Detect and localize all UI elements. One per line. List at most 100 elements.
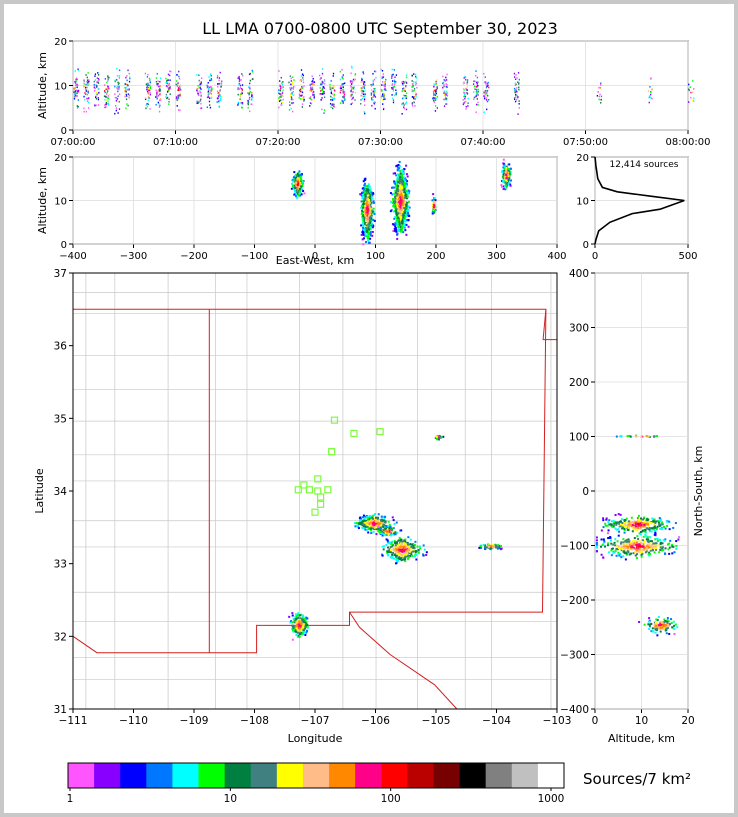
east-west-point — [396, 196, 399, 199]
altitude-north-south-point — [658, 519, 661, 522]
time-height-point — [117, 87, 120, 89]
east-west-point — [369, 188, 372, 191]
east-west-point — [293, 189, 296, 192]
east-west-point — [402, 204, 405, 207]
time-height-point — [117, 83, 120, 85]
east-west-point — [501, 169, 504, 172]
east-west-point — [397, 210, 400, 213]
time-height-point — [321, 80, 323, 83]
time-height-point — [165, 79, 168, 81]
east-west-point — [296, 178, 299, 181]
east-west-point — [402, 202, 405, 205]
altitude-north-south-point — [654, 545, 657, 548]
east-west-point — [402, 199, 405, 202]
altitude-north-south-point — [629, 541, 632, 544]
plan-view-point — [367, 517, 370, 520]
time-height-point — [86, 97, 88, 100]
east-west-point — [368, 211, 371, 214]
altitude-north-south-point — [650, 546, 653, 549]
time-height-point — [405, 76, 408, 79]
altitude-north-south-point — [619, 542, 622, 545]
altitude-north-south-point — [639, 527, 642, 530]
east-west-point — [434, 199, 437, 202]
time-height-point — [177, 87, 180, 90]
plan-view-point — [395, 521, 398, 524]
plan-view-point — [373, 526, 376, 529]
plan-view-point — [375, 528, 378, 531]
time-height-point — [176, 97, 178, 100]
time-height-point — [239, 98, 241, 101]
time-height-point — [74, 87, 76, 89]
time-height-point — [339, 70, 341, 73]
time-height-point — [432, 94, 435, 97]
time-height-point — [156, 84, 159, 87]
time-height-point — [392, 88, 394, 90]
time-height-point — [473, 85, 476, 88]
time-height-point — [84, 92, 86, 94]
time-height-point — [353, 86, 355, 89]
time-height-point — [444, 92, 446, 94]
time-height-point — [75, 78, 77, 81]
altitude-north-south-point — [630, 552, 633, 555]
time-height-point — [157, 101, 159, 104]
plan-view-point — [388, 524, 391, 527]
time-height-point — [74, 80, 76, 83]
time-height-point — [282, 89, 285, 92]
altitude-north-south-point — [627, 551, 630, 554]
time-height-point — [129, 77, 131, 80]
plan-view-point — [366, 516, 369, 519]
altitude-north-south-xtick-label: 0 — [592, 715, 599, 727]
time-height-point — [249, 110, 251, 113]
altitude-north-south-point — [643, 516, 646, 519]
time-height-point — [209, 104, 211, 106]
time-height-point — [384, 84, 386, 86]
time-height-point — [413, 89, 415, 92]
altitude-north-south-point — [643, 541, 646, 544]
altitude-north-south-point — [651, 544, 654, 547]
altitude-north-south-point — [665, 632, 668, 635]
altitude-north-south-point — [636, 523, 639, 526]
time-height-point — [465, 100, 467, 103]
plan-view-point — [406, 543, 409, 546]
altitude-north-south-point — [613, 523, 616, 526]
east-west-point — [370, 191, 373, 194]
time-height-point — [86, 83, 89, 86]
plan-view-point — [371, 526, 374, 529]
time-height-point — [241, 106, 244, 109]
east-west-point — [392, 223, 395, 226]
plan-view-point — [381, 522, 384, 525]
plan-view-point — [425, 551, 428, 554]
east-west-point — [401, 222, 404, 225]
time-height-point — [206, 96, 209, 99]
time-height-point — [375, 70, 377, 73]
east-west-point — [406, 175, 409, 178]
east-west-point — [369, 191, 372, 194]
time-height-point — [75, 83, 77, 85]
time-height-point — [169, 87, 171, 90]
time-height-point — [414, 105, 416, 107]
altitude-north-south-point — [649, 549, 652, 552]
plan-view-point — [355, 522, 358, 525]
east-west-point — [405, 223, 408, 226]
east-west-point — [396, 232, 399, 235]
plan-view-point — [401, 545, 404, 548]
time-height-point — [322, 89, 325, 92]
time-height-point — [404, 90, 406, 92]
time-height-point — [128, 88, 130, 90]
east-west-point — [396, 220, 399, 223]
time-height-point — [413, 81, 415, 83]
time-height-point — [309, 102, 312, 104]
altitude-north-south-point — [666, 543, 669, 546]
altitude-north-south-point — [648, 553, 651, 556]
east-west-point — [367, 241, 370, 244]
altitude-north-south-point — [635, 435, 638, 438]
time-height-point — [279, 93, 281, 95]
east-west-point — [399, 205, 402, 208]
east-west-point — [392, 229, 395, 232]
time-height-point — [289, 89, 292, 91]
east-west-point — [363, 209, 366, 212]
altitude-north-south-point — [617, 513, 620, 516]
time-height-point — [360, 102, 362, 105]
east-west-point — [369, 190, 372, 193]
time-height-point — [385, 78, 387, 81]
